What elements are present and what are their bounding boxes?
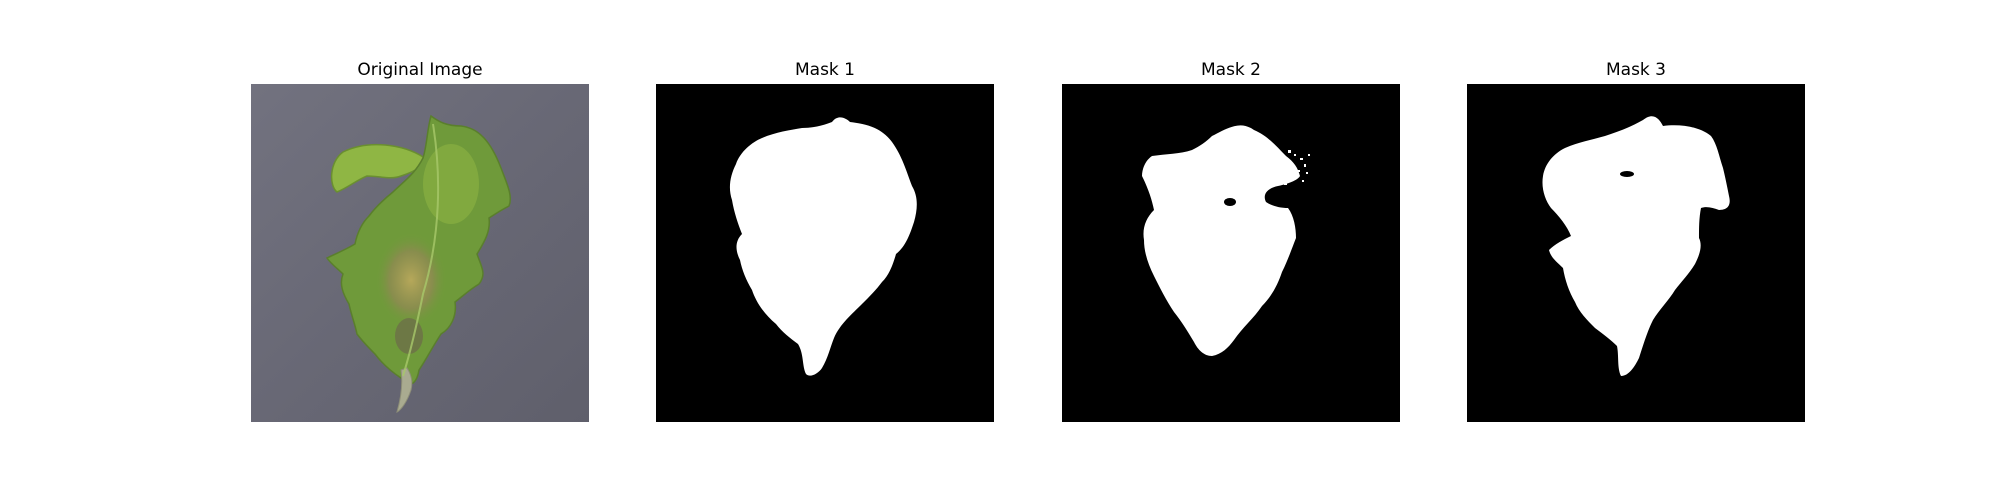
mask-region — [1142, 125, 1300, 356]
leaf-highlight — [423, 144, 479, 224]
panel-title-mask-3: Mask 3 — [1605, 60, 1666, 80]
mask-2-image — [1062, 84, 1400, 422]
mask-speckles — [1276, 150, 1310, 185]
original-image — [251, 84, 589, 422]
mask-region — [729, 117, 917, 376]
mask-3-image — [1467, 84, 1805, 422]
panel-title-original: Original Image — [357, 60, 483, 80]
leaf-midrib — [402, 123, 440, 377]
leaf-dark-spot — [395, 318, 423, 354]
panel-title-mask-1: Mask 1 — [794, 60, 855, 80]
mask-region — [1542, 116, 1730, 376]
mask-hole — [1620, 171, 1634, 177]
leaf-side-lobe — [330, 143, 429, 193]
leaf-blight-spot — [375, 232, 447, 328]
leaf-stem — [396, 367, 413, 413]
panel-title-mask-2: Mask 2 — [1200, 60, 1261, 80]
mask-hole — [1224, 198, 1236, 206]
mask-1-image — [656, 84, 994, 422]
